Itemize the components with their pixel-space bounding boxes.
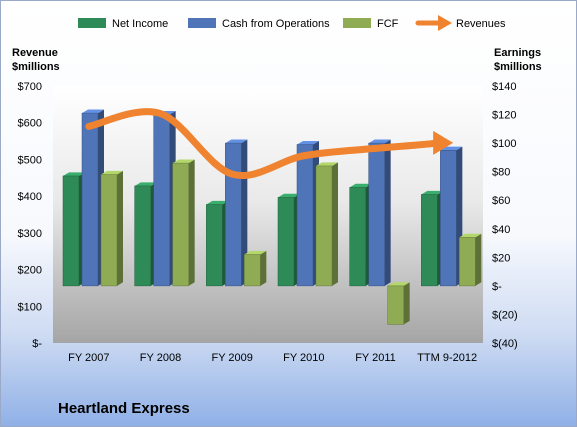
plot-area [53,86,483,343]
x-tick-label: FY 2011 [355,352,396,364]
bar-series [62,109,482,325]
right-axis: $(40) $(20) $- $20 $40 $60 $80 $100 $120 $140 [492,81,518,350]
right-tick-label: $(20) [492,309,518,321]
bar-cash-from-operations [440,146,463,287]
right-tick-label: $- [492,281,502,293]
x-tick-label: TTM 9-2012 [417,352,477,364]
right-tick-label: $40 [492,224,510,236]
left-tick-label: $600 [18,118,42,130]
left-tick-label: $100 [18,301,42,313]
bar-fcf [172,159,195,287]
legend-swatch-fcf [343,18,371,28]
right-tick-label: $(40) [492,338,518,350]
left-tick-label: $700 [18,81,42,93]
left-axis-title-line1: Revenue [12,47,58,59]
bar-fcf [244,250,267,287]
left-axis: $- $100 $200 $300 $400 $500 $600 $700 [18,81,43,350]
x-tick-label: FY 2009 [211,352,252,364]
bar-fcf [100,170,123,287]
legend-swatch-cash-from-operations [188,18,216,28]
bar-net-income [134,182,157,287]
bar-cash-from-operations [296,140,319,287]
legend-label-revenues: Revenues [456,18,506,30]
bar-fcf [387,282,410,325]
left-axis-title-line2: $millions [12,61,60,73]
right-tick-label: $100 [492,138,516,150]
bar-net-income [62,172,85,287]
legend-swatch-net-income [78,18,106,28]
legend-swatch-revenues [415,15,452,31]
bar-net-income [421,190,444,287]
revenue-line [85,108,454,179]
bar-cash-from-operations [153,110,176,287]
bar-cash-from-operations [81,109,104,287]
bar-net-income [277,193,300,287]
bar-fcf [459,233,482,287]
x-tick-label: FY 2007 [68,352,109,364]
revenue-line-arrowhead [433,130,454,155]
legend-label-cash-from-operations: Cash from Operations [222,18,330,30]
right-axis-title-line1: Earnings [494,47,541,59]
right-tick-label: $80 [492,167,510,179]
x-tick-label: FY 2008 [140,352,181,364]
left-tick-label: $300 [18,228,42,240]
bar-cash-from-operations [368,139,391,287]
x-tick-label: FY 2010 [283,352,324,364]
right-tick-label: $120 [492,110,516,122]
right-tick-label: $60 [492,195,510,207]
legend-label-fcf: FCF [377,18,399,30]
left-tick-label: $500 [18,154,42,166]
right-tick-label: $140 [492,81,516,93]
left-tick-label: $- [32,338,42,350]
left-tick-label: $200 [18,265,42,277]
right-axis-title-line2: $millions [494,61,542,73]
bar-cash-from-operations [225,139,248,287]
bar-net-income [349,183,372,287]
bar-net-income [206,200,229,287]
legend-label-net-income: Net Income [112,18,168,30]
left-tick-label: $400 [18,191,42,203]
right-tick-label: $20 [492,252,510,264]
legend: Net Income Cash from Operations FCF Reve… [78,15,506,31]
x-axis: FY 2007 FY 2008 FY 2009 FY 2010 FY 2011 TTM 9… [68,352,477,364]
bar-fcf [315,162,338,287]
chart-title: Heartland Express [58,400,190,417]
